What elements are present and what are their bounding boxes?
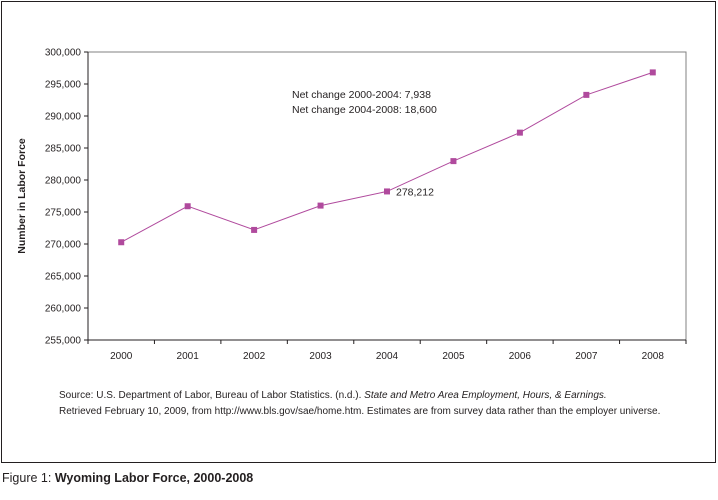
x-tick-label: 2002 — [243, 351, 266, 362]
figure-frame — [1, 1, 716, 463]
source-line-2: Retrieved February 10, 2009, from http:/… — [59, 406, 661, 417]
annotation-net-change-2000-2004: Net change 2000-2004: 7,938 — [292, 89, 431, 101]
labor-force-line-chart: 255,000 260,000 265,000 270,000 275,000 280,0… — [16, 48, 687, 362]
caption-prefix: Figure 1: — [2, 471, 55, 485]
y-tick-label: 275,000 — [45, 208, 82, 219]
y-tick-label: 255,000 — [45, 336, 82, 347]
y-tick-label: 270,000 — [45, 240, 82, 251]
data-point — [184, 203, 191, 210]
data-point — [118, 239, 125, 246]
source-title: State and Metro Area Employment, Hours, … — [364, 390, 607, 401]
source-line-1: Source: U.S. Department of Labor, Bureau… — [59, 388, 714, 404]
y-tick-label: 260,000 — [45, 304, 82, 315]
x-tick-label: 2001 — [177, 351, 200, 362]
x-tick-label: 2004 — [376, 351, 399, 362]
x-tick-label: 2005 — [442, 351, 465, 362]
data-point — [317, 202, 324, 209]
x-tick-label: 2008 — [642, 351, 665, 362]
figure-caption: Figure 1: Wyoming Labor Force, 2000-2008 — [2, 471, 253, 485]
data-point — [384, 188, 390, 195]
data-point — [450, 158, 457, 165]
annotation-2004-value: 278,212 — [396, 186, 434, 198]
data-point — [516, 129, 523, 136]
source-prefix: Source: U.S. Department of Labor, Bureau… — [59, 390, 365, 401]
annotation-net-change-2004-2008: Net change 2004-2008: 18,600 — [292, 104, 437, 116]
x-tick-label: 2003 — [309, 351, 332, 362]
y-tick-label: 280,000 — [45, 176, 82, 187]
data-point — [583, 91, 590, 98]
data-point — [649, 69, 656, 76]
data-point — [251, 226, 258, 233]
x-tick-label: 2007 — [575, 351, 598, 362]
y-tick-label: 285,000 — [45, 144, 82, 155]
y-tick-label: 265,000 — [45, 272, 82, 283]
y-axis-title: Number in Labor Force — [16, 138, 28, 254]
source-note: Source: U.S. Department of Labor, Bureau… — [59, 388, 714, 420]
y-tick-label: 300,000 — [45, 48, 82, 59]
x-tick-label: 2006 — [509, 351, 532, 362]
y-tick-label: 295,000 — [45, 80, 82, 91]
y-tick-label: 290,000 — [45, 112, 82, 123]
caption-title: Wyoming Labor Force, 2000-2008 — [54, 471, 254, 485]
x-tick-label: 2000 — [110, 351, 133, 362]
